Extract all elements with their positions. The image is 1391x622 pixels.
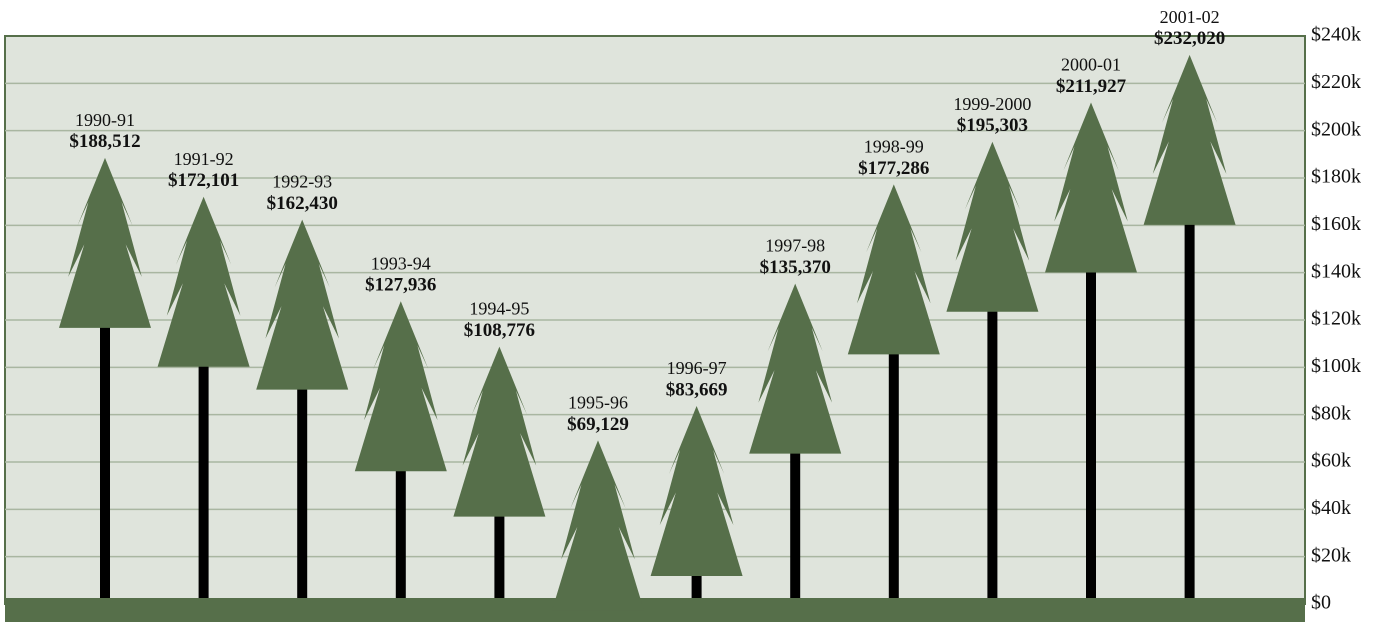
category-label: 1994-95 (469, 299, 529, 319)
category-label: 1993-94 (371, 253, 431, 273)
category-label: 1998-99 (864, 137, 924, 157)
tree-trunk (100, 326, 110, 598)
value-label: $172,101 (168, 170, 239, 191)
y-tick-label: $180k (1311, 166, 1361, 188)
category-label: 1996-97 (667, 358, 727, 378)
value-label: $162,430 (267, 193, 338, 214)
tree-trunk (1185, 223, 1195, 598)
value-label: $69,129 (567, 414, 629, 435)
tree-trunk (692, 574, 702, 598)
category-label: 1997-98 (765, 236, 825, 256)
y-tick-label: $200k (1311, 118, 1361, 140)
tree-trunk (199, 365, 209, 598)
y-tick-label: $0 (1311, 592, 1331, 614)
value-label: $83,669 (666, 379, 728, 400)
y-tick-label: $40k (1311, 497, 1351, 519)
y-tick-label: $60k (1311, 450, 1351, 472)
y-tick-label: $160k (1311, 213, 1361, 235)
tree-trunk (396, 469, 406, 598)
category-label: 1995-96 (568, 393, 628, 413)
y-tick-label: $20k (1311, 544, 1351, 566)
value-label: $232,020 (1154, 28, 1225, 49)
value-label: $135,370 (760, 257, 831, 278)
y-tick-label: $100k (1311, 355, 1361, 377)
category-label: 1990-91 (75, 110, 135, 130)
category-label: 2000-01 (1061, 55, 1121, 75)
tree-trunk (889, 352, 899, 598)
y-tick-label: $120k (1311, 308, 1361, 330)
category-label: 2001-02 (1160, 7, 1220, 27)
category-label: 1991-92 (174, 149, 234, 169)
y-tick-label: $140k (1311, 260, 1361, 282)
value-label: $177,286 (858, 158, 929, 179)
tree-trunk (494, 515, 504, 598)
value-label: $195,303 (957, 115, 1028, 136)
tree-trunk (987, 310, 997, 598)
value-label: $108,776 (464, 320, 535, 341)
value-label: $127,936 (365, 275, 436, 296)
chart: $0 $20k $40k $60k $80k $100k $120k $140k $160k $1… (0, 0, 1391, 622)
value-label: $211,927 (1056, 76, 1127, 97)
category-label: 1992-93 (272, 172, 332, 192)
value-label: $188,512 (69, 131, 140, 152)
tree-trunk (790, 452, 800, 598)
tree-trunk (297, 388, 307, 598)
tree-trunk (1086, 270, 1096, 598)
y-tick-label: $220k (1311, 71, 1361, 93)
y-tick-label: $80k (1311, 402, 1351, 424)
y-tick-label: $240k (1311, 24, 1361, 46)
category-label: 1999-2000 (953, 94, 1031, 114)
ground (5, 598, 1305, 622)
